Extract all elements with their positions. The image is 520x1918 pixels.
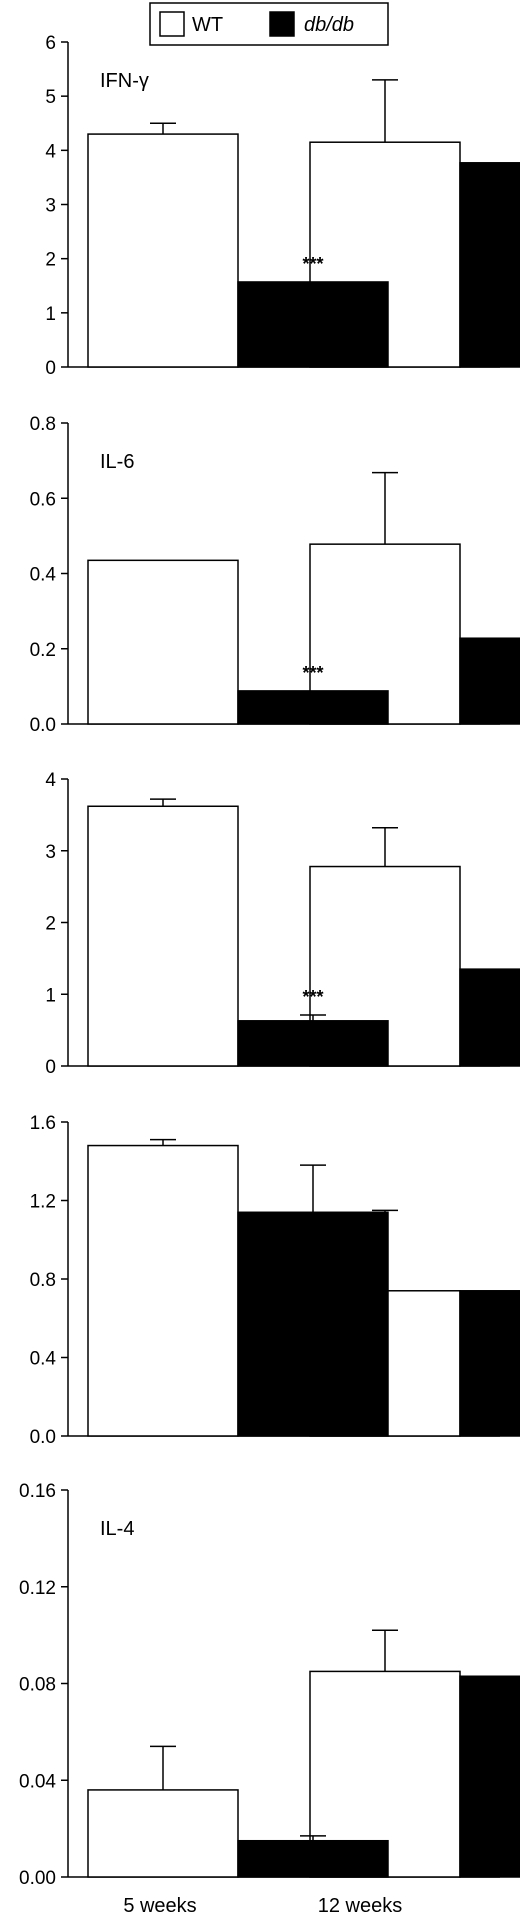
- legend: WT db/db: [149, 2, 389, 46]
- panel-label: IFN-γ: [100, 70, 149, 92]
- bar-dbdb-12wk: [459, 637, 520, 725]
- legend-label-wt: WT: [192, 14, 223, 36]
- bar-dbdb-12wk: [459, 162, 520, 368]
- legend-box: [149, 2, 389, 46]
- legend-swatch-wt: [159, 11, 185, 37]
- bar-dbdb-5wk: [237, 1211, 389, 1437]
- y-tick-label: 0.0: [30, 1427, 56, 1448]
- bar-wt-5wk: [87, 1789, 239, 1878]
- bar-wt-5wk: [87, 559, 239, 725]
- y-tick-label: 0.00: [19, 1868, 56, 1889]
- category-label-12-weeks: 12 weeks: [318, 1895, 403, 1917]
- panel-label: IL-4: [100, 1518, 134, 1540]
- bar-wt-5wk: [87, 805, 239, 1067]
- bar-dbdb-5wk: [237, 1020, 389, 1067]
- y-tick-label: 0.04: [19, 1771, 56, 1792]
- y-tick-label: 1: [45, 985, 56, 1006]
- y-tick-label: 1: [45, 304, 56, 325]
- bar-dbdb-12wk: [459, 1290, 520, 1437]
- bar-dbdb-5wk: [237, 281, 389, 368]
- y-tick-label: 1.6: [30, 1113, 56, 1134]
- bar-wt-5wk: [87, 1144, 239, 1437]
- legend-label-dbdb: db/db: [304, 14, 354, 36]
- y-tick-label: 4: [45, 770, 56, 791]
- bar-dbdb-5wk: [237, 690, 389, 725]
- y-tick-label: 0: [45, 358, 56, 379]
- y-tick-label: 0.08: [19, 1675, 56, 1696]
- chart-panels: 0 1 2 3 4 5 6 IFN-γ *** 0.0 0.2 0.4 0.6 0.8 IL-6 *** 0 1 2…: [19, 33, 520, 1889]
- y-tick-label: 3: [45, 196, 56, 217]
- y-tick-label: 0.2: [30, 640, 56, 661]
- y-tick-label: 2: [45, 250, 56, 271]
- y-tick-label: 0.8: [30, 414, 56, 435]
- y-tick-label: 0.8: [30, 1270, 56, 1291]
- bar-dbdb-12wk: [459, 1675, 520, 1878]
- category-label-5-weeks: 5 weeks: [123, 1895, 196, 1917]
- panel-3: 01234MIP-2***: [45, 770, 520, 1078]
- significance-marker: ***: [302, 663, 323, 683]
- panel-1: 0 1 2 3 4 5 6 IFN-γ ***: [45, 33, 520, 379]
- y-tick-label: 0.0: [30, 715, 56, 736]
- panel-label: IL-6: [100, 451, 134, 473]
- significance-marker: ***: [302, 987, 323, 1007]
- y-tick-label: 0.4: [30, 565, 57, 586]
- bar-dbdb-12wk: [459, 968, 520, 1067]
- y-tick-label: 5: [45, 87, 56, 108]
- legend-swatch-dbdb: [269, 11, 295, 37]
- y-tick-label: 0: [45, 1057, 56, 1078]
- y-tick-label: 4: [45, 141, 56, 162]
- significance-marker: ***: [302, 254, 323, 274]
- x-category-labels: 5 weeks 12 weeks: [123, 1895, 402, 1917]
- y-tick-label: 2: [45, 914, 56, 935]
- panel-4: 0.00.40.81.21.6IL-10: [30, 1113, 520, 1448]
- panel-5: 0.00 0.04 0.08 0.12 0.16 IL-4: [19, 1481, 520, 1889]
- bar-wt-5wk: [87, 133, 239, 368]
- y-tick-label: 0.16: [19, 1481, 56, 1502]
- panel-2: 0.0 0.2 0.4 0.6 0.8 IL-6 ***: [30, 414, 520, 736]
- y-tick-label: 0.6: [30, 489, 56, 510]
- y-tick-label: 0.4: [30, 1349, 57, 1370]
- y-tick-label: 3: [45, 842, 56, 863]
- y-tick-label: 6: [45, 33, 56, 54]
- y-tick-label: 1.2: [30, 1192, 56, 1213]
- bar-dbdb-5wk: [237, 1839, 389, 1878]
- y-tick-label: 0.12: [19, 1578, 56, 1599]
